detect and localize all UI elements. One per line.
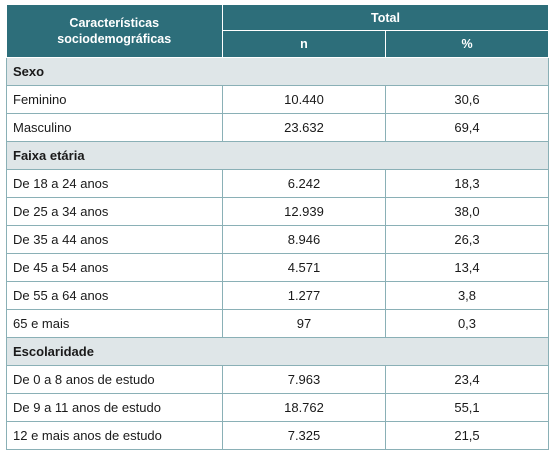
row-label: 65 e mais: [6, 309, 223, 338]
row-n: 1.277: [222, 281, 386, 310]
table-row: 12 e mais anos de estudo 7.325 21,5: [6, 421, 549, 450]
row-percent: 0,3: [385, 309, 549, 338]
header-characteristics-line1: Características: [69, 16, 160, 30]
row-label: Masculino: [6, 113, 223, 142]
row-n: 18.762: [222, 393, 386, 422]
row-percent: 30,6: [385, 85, 549, 114]
row-label: Feminino: [6, 85, 223, 114]
row-label: De 55 a 64 anos: [6, 281, 223, 310]
row-n: 10.440: [222, 85, 386, 114]
section-title: Sexo: [6, 57, 549, 86]
row-percent: 18,3: [385, 169, 549, 198]
row-label: 12 e mais anos de estudo: [6, 421, 223, 450]
table-row: De 25 a 34 anos 12.939 38,0: [6, 197, 549, 226]
row-n: 7.963: [222, 365, 386, 394]
sociodemographic-table: Características sociodemográficas Total …: [6, 4, 549, 450]
table-header: Características sociodemográficas Total …: [6, 4, 549, 58]
section-row-faixa-etaria: Faixa etária: [6, 141, 549, 170]
header-characteristics-line2: sociodemográficas: [57, 32, 172, 46]
row-percent: 13,4: [385, 253, 549, 282]
row-label: De 18 a 24 anos: [6, 169, 223, 198]
row-label: De 35 a 44 anos: [6, 225, 223, 254]
table-row: De 45 a 54 anos 4.571 13,4: [6, 253, 549, 282]
row-n: 12.939: [222, 197, 386, 226]
row-percent: 23,4: [385, 365, 549, 394]
row-n: 97: [222, 309, 386, 338]
header-characteristics: Características sociodemográficas: [6, 4, 223, 58]
table-row: De 9 a 11 anos de estudo 18.762 55,1: [6, 393, 549, 422]
table-row: De 0 a 8 anos de estudo 7.963 23,4: [6, 365, 549, 394]
row-percent: 26,3: [385, 225, 549, 254]
section-row-sexo: Sexo: [6, 57, 549, 86]
row-n: 8.946: [222, 225, 386, 254]
row-n: 6.242: [222, 169, 386, 198]
row-label: De 9 a 11 anos de estudo: [6, 393, 223, 422]
table-row: Feminino 10.440 30,6: [6, 85, 549, 114]
row-percent: 38,0: [385, 197, 549, 226]
table-row: Masculino 23.632 69,4: [6, 113, 549, 142]
row-percent: 21,5: [385, 421, 549, 450]
section-title: Faixa etária: [6, 141, 549, 170]
table-row: 65 e mais 97 0,3: [6, 309, 549, 338]
row-percent: 3,8: [385, 281, 549, 310]
row-label: De 45 a 54 anos: [6, 253, 223, 282]
header-percent: %: [385, 30, 549, 58]
header-n: n: [222, 30, 386, 58]
section-row-escolaridade: Escolaridade: [6, 337, 549, 366]
row-label: De 25 a 34 anos: [6, 197, 223, 226]
table-row: De 55 a 64 anos 1.277 3,8: [6, 281, 549, 310]
row-label: De 0 a 8 anos de estudo: [6, 365, 223, 394]
table-body: Sexo Feminino 10.440 30,6 Masculino 23.6…: [6, 57, 549, 450]
table-row: De 18 a 24 anos 6.242 18,3: [6, 169, 549, 198]
row-percent: 55,1: [385, 393, 549, 422]
row-n: 7.325: [222, 421, 386, 450]
row-n: 23.632: [222, 113, 386, 142]
section-title: Escolaridade: [6, 337, 549, 366]
header-total: Total: [222, 4, 549, 31]
row-n: 4.571: [222, 253, 386, 282]
row-percent: 69,4: [385, 113, 549, 142]
table-row: De 35 a 44 anos 8.946 26,3: [6, 225, 549, 254]
